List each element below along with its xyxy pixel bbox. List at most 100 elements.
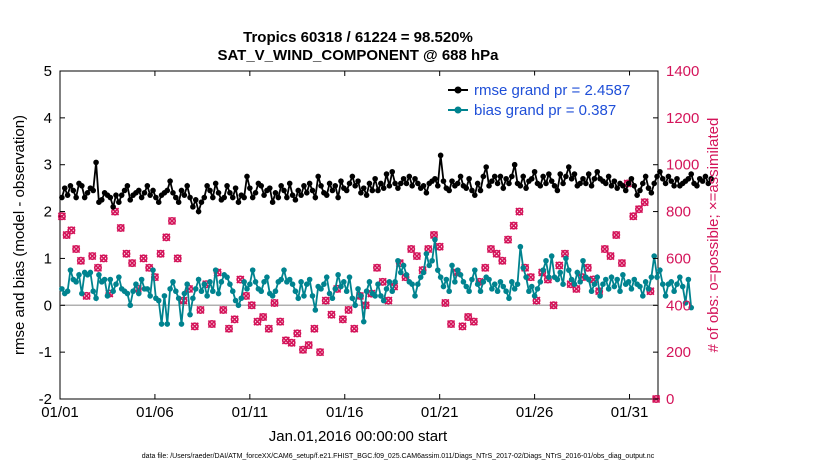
rmse-point	[551, 183, 558, 189]
bias-point	[517, 243, 524, 250]
bias-point	[565, 267, 572, 273]
rmse-point	[622, 187, 629, 194]
x-tick-label: 01/21	[421, 404, 459, 421]
bias-point	[175, 295, 182, 302]
plot-area	[59, 70, 659, 400]
bias-point	[380, 297, 387, 304]
bias-point	[269, 293, 276, 299]
rmse-point	[343, 187, 350, 194]
bias-point	[597, 293, 603, 299]
rmse-point	[602, 180, 609, 187]
bias-point	[278, 276, 284, 283]
bias-point	[571, 281, 578, 288]
rmse-point	[269, 199, 276, 205]
bias-point	[397, 269, 404, 276]
rmse-point	[511, 161, 518, 168]
rmse-point	[546, 171, 552, 177]
bias-point	[443, 276, 450, 283]
rmse-point	[241, 194, 247, 201]
rmse-point	[366, 180, 373, 187]
bias-point	[127, 302, 134, 309]
left-tick-label: 4	[44, 110, 52, 127]
rmse-point	[178, 187, 185, 194]
bias-point	[486, 276, 492, 283]
bias-point	[400, 262, 407, 269]
obs-point	[321, 296, 330, 305]
bias-point	[383, 286, 390, 292]
left-tick-label: 1	[44, 250, 52, 267]
obs-point	[378, 277, 387, 286]
bias-point	[135, 290, 142, 297]
bias-point	[144, 286, 151, 292]
bias-point	[289, 281, 296, 288]
bias-point	[64, 288, 71, 295]
rmse-point	[400, 175, 407, 182]
bias-point	[403, 272, 410, 278]
bias-point	[272, 288, 279, 295]
obs-point	[173, 254, 182, 263]
rmse-point	[284, 194, 290, 201]
obs-point	[196, 305, 205, 315]
bias-series	[59, 236, 695, 327]
rmse-point	[295, 187, 302, 194]
bias-point	[674, 281, 680, 288]
bias-point	[210, 288, 216, 295]
bias-point	[167, 286, 173, 292]
bias-point	[432, 236, 438, 243]
rmse-point	[489, 178, 495, 184]
obs-point	[139, 254, 148, 263]
obs-point	[93, 263, 103, 272]
rmse-point	[389, 168, 396, 175]
legend-box	[441, 75, 651, 121]
obs-point	[498, 256, 507, 265]
bias-point	[187, 311, 193, 318]
rmse-point	[483, 164, 489, 170]
rmse-point	[249, 194, 256, 201]
obs-point	[219, 305, 228, 315]
obs-point	[316, 348, 325, 357]
rmse-point	[369, 187, 376, 194]
bias-point	[423, 250, 430, 257]
rmse-point	[64, 192, 71, 198]
bias-point	[454, 267, 461, 273]
rmse-point	[554, 187, 561, 194]
bias-point	[241, 279, 247, 285]
bias-point	[503, 288, 509, 295]
rmse-point	[244, 173, 250, 180]
rmse-point	[153, 194, 159, 201]
bias-point	[640, 293, 646, 299]
rmse-point	[563, 173, 569, 180]
obs-point	[122, 249, 131, 258]
bias-point	[192, 286, 199, 292]
rmse-point	[608, 183, 615, 189]
bias-point	[218, 279, 225, 285]
bias-point	[392, 279, 398, 285]
obs-point	[458, 322, 467, 331]
rmse-point	[190, 204, 196, 210]
rmse-point	[358, 190, 364, 196]
rmse-point	[685, 175, 692, 182]
rmse-point	[275, 194, 282, 201]
bias-point	[446, 288, 452, 295]
rmse-point	[668, 178, 675, 184]
bias-point	[204, 293, 210, 299]
right-tick-label: 600	[666, 250, 691, 267]
rmse-point	[207, 187, 213, 194]
bias-point	[386, 279, 393, 285]
obs-point	[190, 322, 199, 331]
rmse-point	[423, 190, 430, 196]
bias-point	[415, 281, 421, 288]
rmse-point	[708, 175, 714, 182]
rmse-point	[298, 192, 304, 198]
bias-point	[648, 274, 655, 280]
bias-point	[101, 276, 108, 283]
obs-point	[259, 312, 268, 322]
rmse-point	[380, 185, 387, 191]
rmse-point	[167, 178, 173, 184]
bias-point	[677, 274, 683, 280]
obs-point	[67, 226, 76, 235]
bias-point	[312, 307, 319, 313]
chart-title: Tropics 60318 / 61224 = 98.520%	[243, 29, 473, 46]
bias-point	[520, 265, 527, 271]
bias-point	[173, 288, 179, 295]
